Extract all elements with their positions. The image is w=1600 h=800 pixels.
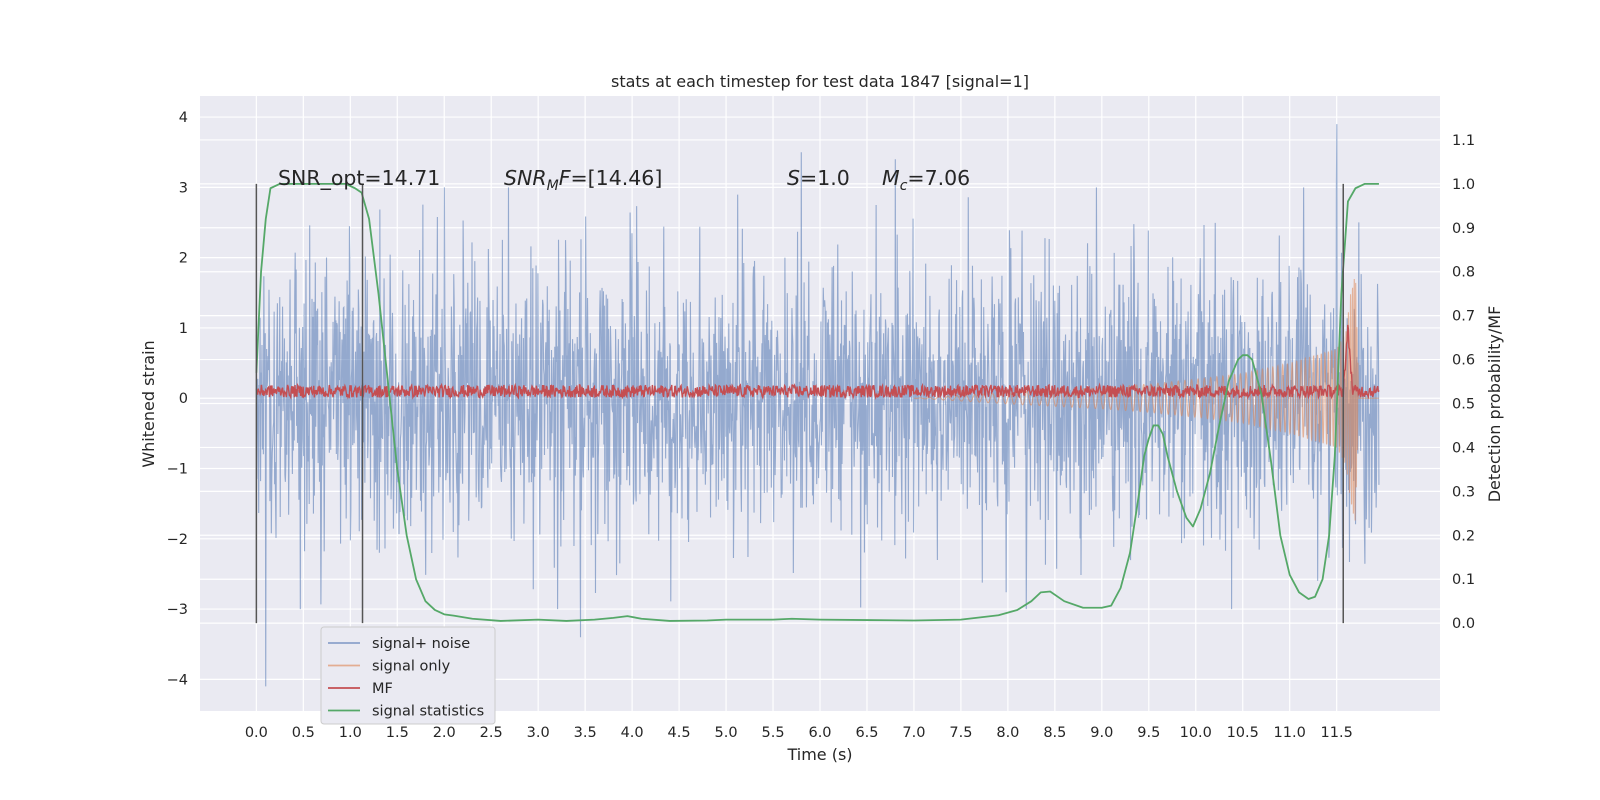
annotation-part: =7.06 [907,166,970,190]
y-left-tick-label: 1 [179,321,188,337]
vertical-markers [255,183,1344,624]
x-tick-label: 5.0 [715,725,738,741]
annotation-1: SNR_opt=14.71 [278,166,440,191]
y-left-tick-label: 3 [179,180,188,196]
y-left-tick-label: −4 [167,672,188,688]
x-axis-label: Time (s) [786,745,852,764]
y-left-tick-label: 4 [179,110,188,126]
x-tick-label: 4.5 [668,725,691,741]
legend: signal+ noise signal only MF signal statist… [320,626,496,725]
y-left-tick-label: −1 [167,462,188,478]
y-right-tick-label: 0.2 [1452,528,1475,544]
y-right-tick-label: 0.9 [1452,221,1475,237]
x-tick-labels: 0.0 0.5 1.0 1.5 2.0 2.5 3.0 3.5 4.0 4.5 5.0 5.5 6.0 6… [245,725,1353,741]
y-right-tick-label: 0.5 [1452,397,1475,413]
y-right-tick-labels: 1.1 1.0 0.9 0.8 0.7 0.6 0.5 0.4 0.3 0.2 0.1 0.0 [1452,133,1475,632]
annotation-part: SNR [504,166,547,190]
annotation-2: SNRMF=[14.46] [504,166,662,194]
x-tick-label: 0.5 [292,725,315,741]
x-tick-label: 9.0 [1090,725,1113,741]
annotation-part: =1.0 [800,166,850,190]
x-tick-label: 3.0 [527,725,550,741]
y-right-tick-label: 0.6 [1452,353,1475,369]
x-tick-label: 10.0 [1180,725,1212,741]
annotation-part: M [547,178,559,194]
y-left-tick-label: −2 [167,532,188,548]
x-tick-label: 8.5 [1043,725,1066,741]
annotation-4: Mc=7.06 [882,166,970,194]
x-tick-label: 9.5 [1137,725,1160,741]
series-mf [255,324,1380,400]
legend-label: signal+ noise [372,636,470,652]
x-tick-label: 10.5 [1227,725,1259,741]
x-tick-label: 2.5 [480,725,503,741]
y-left-tick-labels: 4 3 2 1 0 −1 −2 −3 −4 [167,110,188,688]
x-tick-label: 1.0 [339,725,362,741]
y-right-tick-label: 0.3 [1452,484,1475,500]
series-layer [255,124,1380,687]
annotation-3: S=1.0 [787,166,850,190]
x-tick-label: 5.5 [761,725,784,741]
y-left-tick-label: 2 [179,251,188,267]
chart-title: stats at each timestep for test data 184… [611,72,1029,91]
legend-label: signal statistics [372,704,484,720]
y-right-tick-label: 0.7 [1452,309,1475,325]
series-signal-noise [255,124,1380,687]
x-tick-label: 1.5 [386,725,409,741]
x-tick-label: 2.0 [433,725,456,741]
annotation-part: S [787,166,800,190]
x-tick-label: 7.5 [949,725,972,741]
series-signal-statistics [255,182,1379,622]
annotations: SNR_opt=14.71 SNRMF=[14.46] S=1.0 Mc=7.06 [278,166,970,194]
y-right-tick-label: 0.0 [1452,616,1475,632]
y-right-tick-label: 1.1 [1452,133,1475,149]
y-right-tick-label: 1.0 [1452,177,1475,193]
legend-box [320,626,496,725]
y-axis-left-label: Whitened strain [139,340,158,467]
legend-label: MF [372,681,393,697]
annotation-part: c [900,178,908,194]
annotation-part: M [882,166,900,190]
x-tick-label: 6.5 [855,725,878,741]
legend-label: signal only [372,659,451,675]
x-tick-label: 6.0 [808,725,831,741]
x-tick-label: 3.5 [574,725,597,741]
x-tick-label: 11.5 [1321,725,1353,741]
y-left-tick-label: 0 [179,391,188,407]
annotation-part: =[14.46] [570,166,662,190]
x-tick-label: 0.0 [245,725,268,741]
x-tick-label: 4.0 [621,725,644,741]
y-right-tick-label: 0.4 [1452,440,1475,456]
series-signal-only [913,278,1379,521]
x-tick-label: 7.0 [902,725,925,741]
x-tick-label: 8.0 [996,725,1019,741]
annotation-part: F [559,166,572,190]
y-right-tick-label: 0.8 [1452,265,1475,281]
x-tick-label: 11.0 [1274,725,1306,741]
y-axis-right-label: Detection probability/MF [1485,306,1504,503]
y-left-tick-label: −3 [167,602,188,618]
y-right-tick-label: 0.1 [1452,572,1475,588]
